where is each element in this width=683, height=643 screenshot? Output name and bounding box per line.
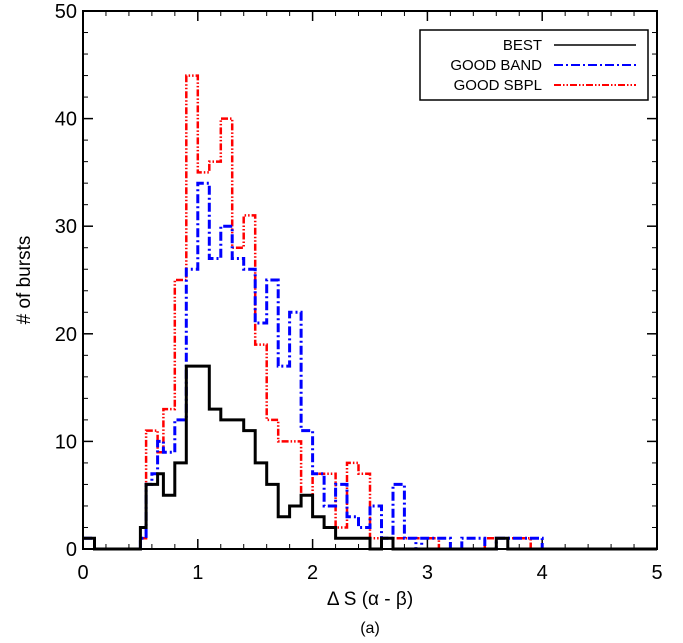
- x-tick-label: 0: [77, 562, 88, 584]
- series-line-good-band: [83, 181, 657, 551]
- y-tick-label: 0: [66, 539, 77, 561]
- y-tick-label: 10: [55, 431, 77, 453]
- y-tick-label: 50: [55, 1, 77, 23]
- x-tick-label: 1: [192, 562, 203, 584]
- legend-label-good-sbpl: GOOD SBPL: [454, 77, 542, 94]
- figure-caption: (a): [360, 620, 380, 637]
- legend-label-good-band: GOOD BAND: [450, 57, 542, 74]
- x-tick-label: 4: [537, 562, 548, 584]
- y-tick-label: 30: [55, 216, 77, 238]
- y-axis-title: # of bursts: [14, 236, 35, 325]
- x-tick-label: 3: [422, 562, 433, 584]
- x-tick-label: 5: [651, 562, 662, 584]
- legend: BEST GOOD BAND GOOD SBPL: [419, 29, 649, 101]
- y-tick-label: 40: [55, 109, 77, 131]
- legend-label-best: BEST: [503, 37, 542, 54]
- y-tick-label: 20: [55, 324, 77, 346]
- series-layer: [83, 74, 657, 551]
- series-line-good-sbpl: [83, 74, 657, 551]
- plot-frame: [82, 10, 658, 550]
- x-axis-title: Δ S (α - β): [327, 589, 413, 610]
- x-tick-label: 2: [307, 562, 318, 584]
